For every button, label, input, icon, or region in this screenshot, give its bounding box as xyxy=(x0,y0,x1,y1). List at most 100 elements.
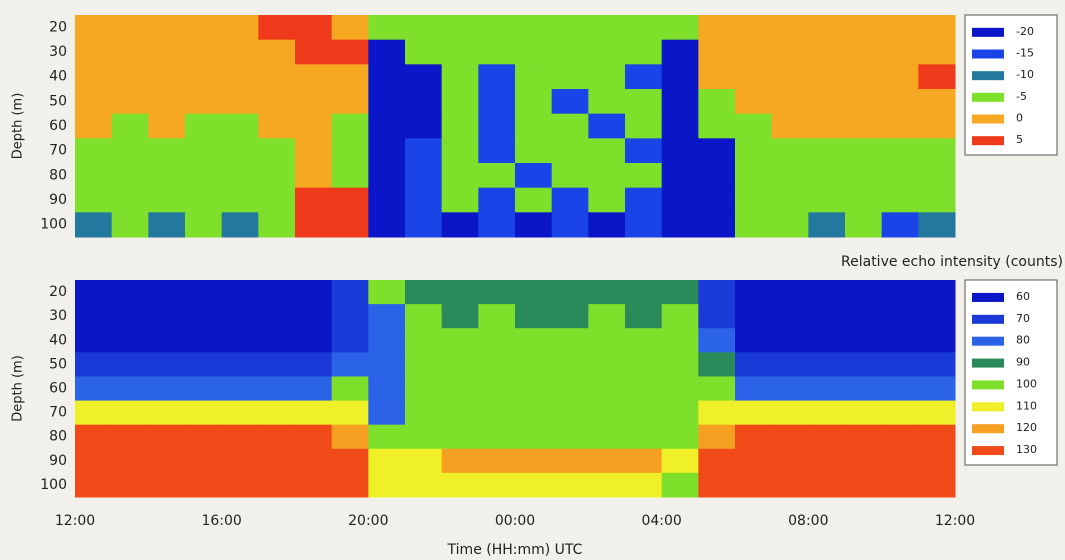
heat-cell xyxy=(75,39,113,65)
y-tick-label: 20 xyxy=(49,284,67,300)
heat-cell xyxy=(661,352,699,377)
legend-label: 5 xyxy=(1016,133,1023,146)
heat-cell xyxy=(331,212,369,238)
y-tick-label: 90 xyxy=(49,192,67,208)
legend-swatch xyxy=(972,446,1004,456)
heat-cell xyxy=(771,400,809,426)
legend-swatch xyxy=(972,336,1004,346)
heat-cell xyxy=(441,138,479,164)
heat-cell xyxy=(588,89,626,115)
heat-cell xyxy=(735,472,773,498)
heat-cell xyxy=(625,304,663,329)
legend-label: 70 xyxy=(1016,312,1030,325)
heat-cell xyxy=(808,328,846,353)
heat-cell xyxy=(405,400,443,426)
heat-cell xyxy=(625,39,663,65)
y-tick-label: 100 xyxy=(40,217,67,233)
heat-cell xyxy=(368,138,406,164)
legend-label: -20 xyxy=(1016,25,1034,38)
heat-cell xyxy=(551,304,589,329)
legend-label: 110 xyxy=(1016,399,1037,412)
heat-cell xyxy=(771,39,809,65)
legend-swatch xyxy=(972,114,1004,124)
heat-cell xyxy=(735,280,773,305)
heat-cell xyxy=(111,352,149,377)
heat-cell xyxy=(295,138,333,164)
y-tick-label: 100 xyxy=(40,477,67,493)
heat-cell xyxy=(111,39,149,65)
heat-cell xyxy=(661,376,699,402)
heat-cell xyxy=(75,187,113,213)
heat-cell xyxy=(735,163,773,189)
heat-cell xyxy=(295,89,333,115)
heat-cell xyxy=(221,113,259,139)
heat-cell xyxy=(441,448,479,474)
heat-cell xyxy=(111,64,149,90)
heat-cell xyxy=(735,352,773,377)
heat-cell xyxy=(588,15,626,41)
y-tick-label: 30 xyxy=(49,44,67,60)
heat-cell xyxy=(808,187,846,213)
heat-cell xyxy=(515,113,553,139)
heat-cell xyxy=(808,163,846,189)
heat-cell xyxy=(295,280,333,305)
heat-cell xyxy=(515,424,553,450)
x-tick-label: 12:00 xyxy=(55,513,95,529)
heat-cell xyxy=(295,15,333,41)
x-axis-label: Time (HH:mm) UTC xyxy=(447,542,583,558)
heat-cell xyxy=(111,424,149,450)
heat-cell xyxy=(221,89,259,115)
heat-cell xyxy=(75,163,113,189)
heat-cell xyxy=(661,304,699,329)
heat-cell xyxy=(588,64,626,90)
heat-cell xyxy=(221,163,259,189)
heat-cell xyxy=(258,376,296,402)
heat-cell xyxy=(698,328,736,353)
heat-cell xyxy=(148,448,186,474)
heat-cell xyxy=(918,376,956,402)
heat-cell xyxy=(331,163,369,189)
heat-cell xyxy=(441,304,479,329)
heat-cell xyxy=(221,400,259,426)
heat-cell xyxy=(808,472,846,498)
y-tick-label: 40 xyxy=(49,332,67,348)
heat-cell xyxy=(258,113,296,139)
heat-cell xyxy=(661,64,699,90)
heat-cell xyxy=(368,448,406,474)
heat-cell xyxy=(441,280,479,305)
heat-cell xyxy=(111,163,149,189)
heat-cell xyxy=(75,472,113,498)
heat-cell xyxy=(881,424,919,450)
heat-cell xyxy=(551,448,589,474)
legend-swatch xyxy=(972,424,1004,434)
heat-cell xyxy=(75,352,113,377)
heat-cell xyxy=(331,328,369,353)
heat-cell xyxy=(845,328,883,353)
heat-cell xyxy=(221,352,259,377)
legend-box xyxy=(964,14,1058,156)
heat-cell xyxy=(111,138,149,164)
heat-cell xyxy=(258,328,296,353)
heat-cell xyxy=(185,64,223,90)
heat-cell xyxy=(405,64,443,90)
heat-cell xyxy=(588,187,626,213)
y-tick-label: 80 xyxy=(49,429,67,445)
heat-cell xyxy=(148,138,186,164)
heat-cell xyxy=(148,163,186,189)
heat-cell xyxy=(185,163,223,189)
heat-cell xyxy=(258,304,296,329)
heat-cell xyxy=(735,376,773,402)
heat-cell xyxy=(551,400,589,426)
heat-cell xyxy=(918,328,956,353)
heat-cell xyxy=(258,448,296,474)
heat-cell xyxy=(588,163,626,189)
heat-cell xyxy=(845,400,883,426)
heat-cell xyxy=(845,39,883,65)
legend-swatch xyxy=(972,136,1004,146)
y-tick-label: 50 xyxy=(49,356,67,372)
heat-cell xyxy=(148,304,186,329)
heat-cell xyxy=(405,304,443,329)
heat-cell xyxy=(845,376,883,402)
heat-cell xyxy=(698,304,736,329)
heat-cell xyxy=(405,39,443,65)
